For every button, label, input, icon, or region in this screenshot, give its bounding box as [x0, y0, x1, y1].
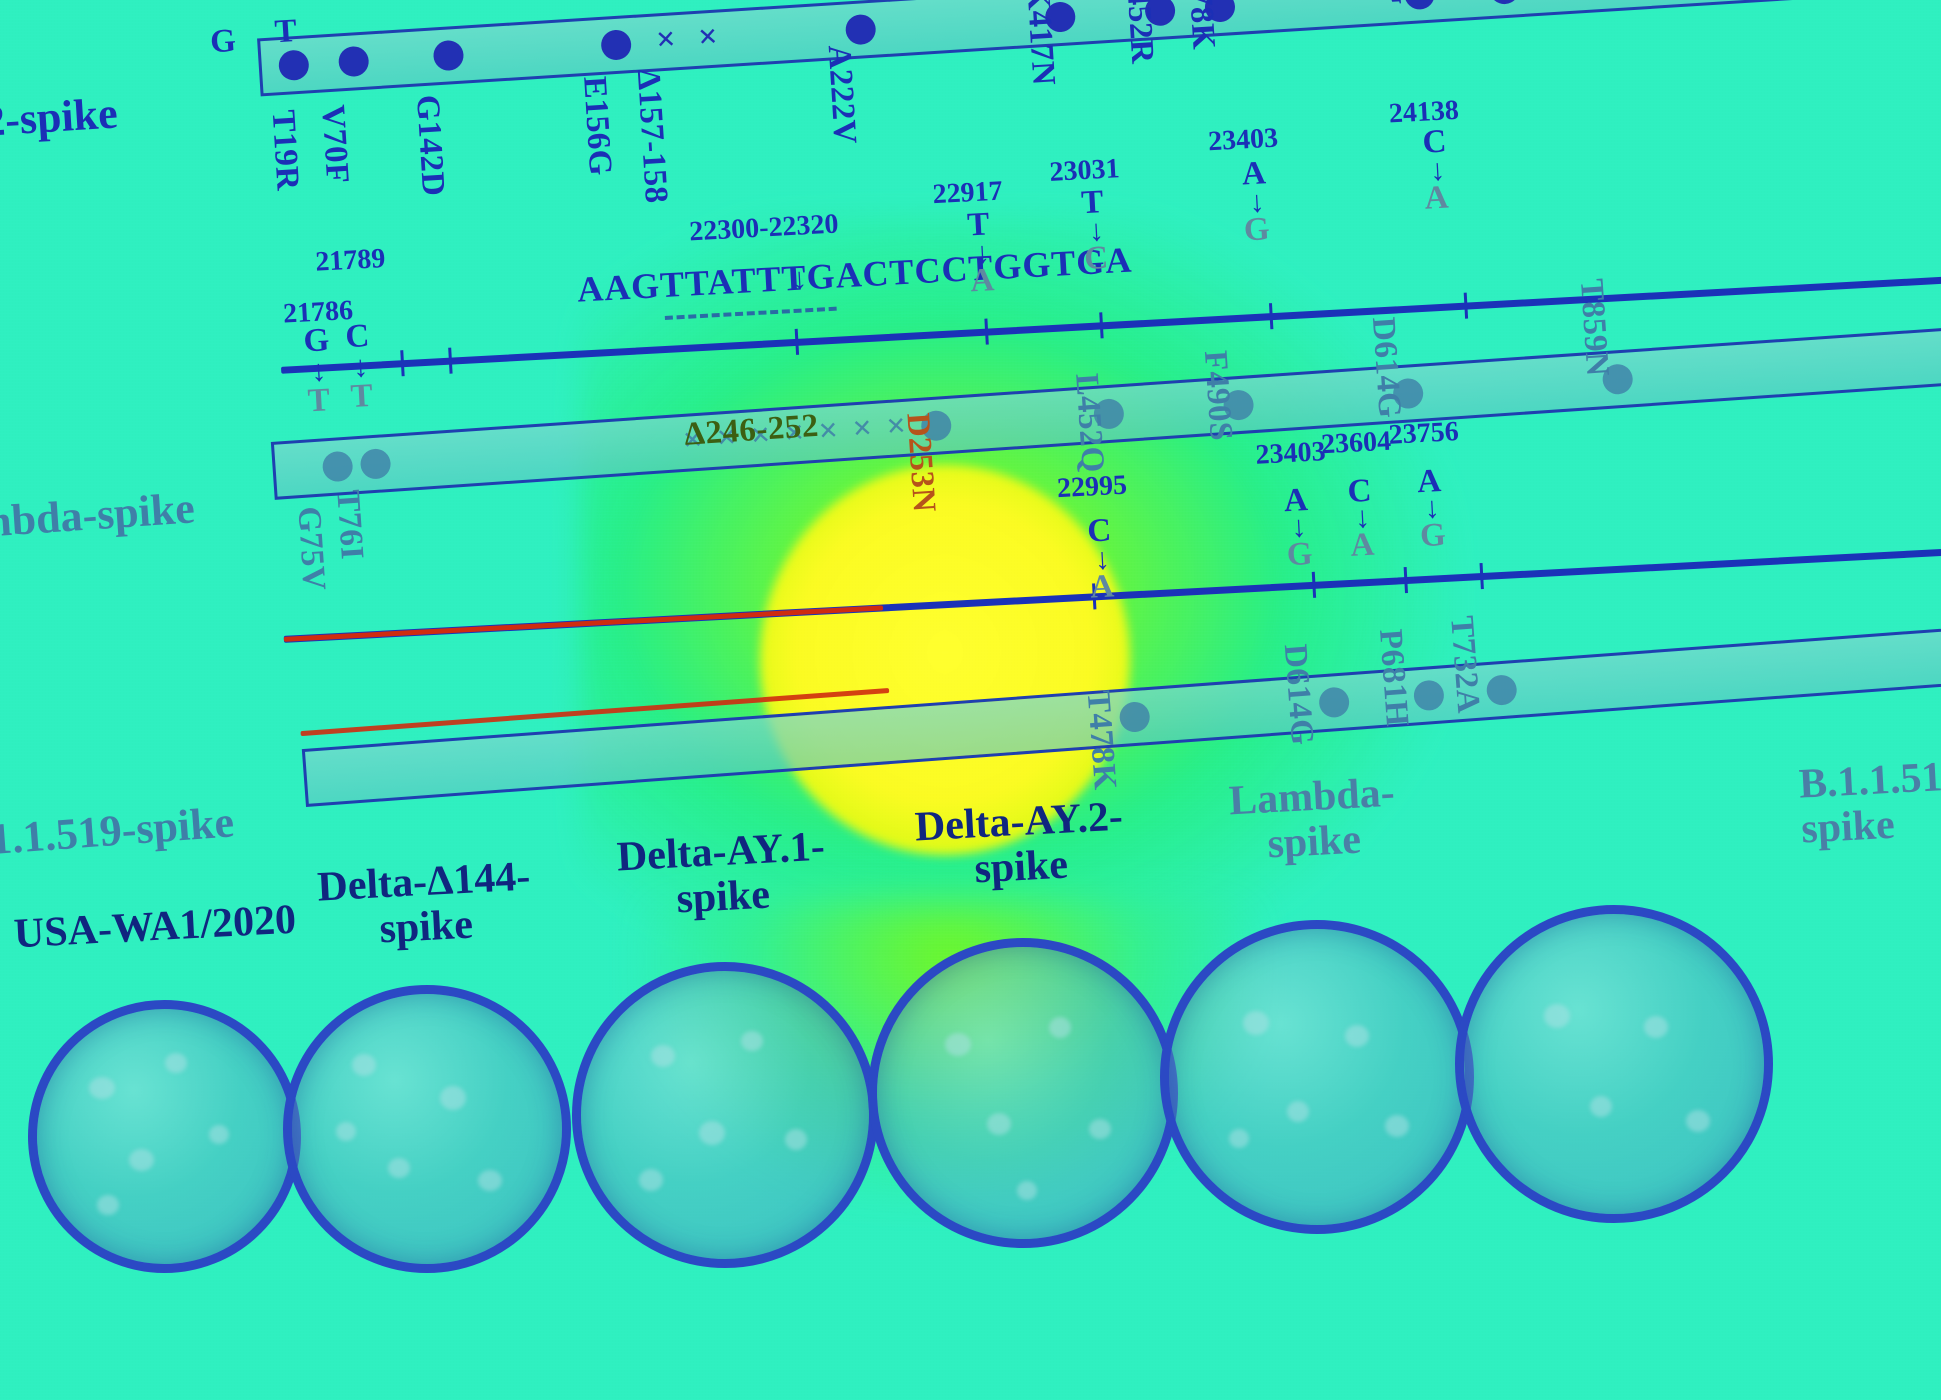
plaque-spot [89, 1077, 115, 1099]
plaque-spot [987, 1113, 1011, 1135]
plaque-spot [388, 1158, 410, 1178]
plaque-spot [1345, 1025, 1369, 1047]
plaque-spot [1544, 1004, 1570, 1028]
dish-label-b11519-spike: B.1.1.519- spike [1797, 752, 1941, 853]
plaque-spot [1049, 1017, 1071, 1038]
plaque-spot [945, 1033, 971, 1056]
plaque-spot [209, 1125, 229, 1144]
dish-label-delta-del144-spike: Delta-Δ144- spike [316, 853, 532, 952]
plaque-spot [336, 1122, 356, 1141]
plaque-spot [478, 1170, 502, 1191]
plaque-spot [651, 1045, 675, 1067]
dish-label-delta-ay1-spike: Delta-AY.1- spike [615, 823, 826, 922]
petri-dish-usa-wa1-2020[interactable] [28, 1000, 301, 1273]
background-yellow-core [760, 465, 1130, 855]
petri-dish-delta-ay1-spike[interactable] [572, 962, 878, 1268]
plaque-spot [699, 1121, 725, 1145]
plaque-spot [1229, 1129, 1249, 1148]
plaque-spot [352, 1054, 376, 1076]
plaque-spot [639, 1169, 663, 1191]
plaque-spot [165, 1053, 187, 1073]
petri-dish-delta-ay2-spike[interactable] [868, 938, 1178, 1248]
dish-label-lambda-spike: Lambda- spike [1227, 769, 1396, 867]
plaque-spot [1385, 1115, 1409, 1137]
plaque-spot [1686, 1110, 1710, 1132]
petri-dish-lambda-spike[interactable] [1160, 920, 1474, 1234]
plaque-spot [1590, 1096, 1612, 1117]
plaque-spot [741, 1031, 763, 1051]
plaque-spot [440, 1086, 466, 1110]
plaque-spot [97, 1195, 119, 1215]
plaque-spot [1644, 1016, 1668, 1038]
plaque-spot [1243, 1011, 1269, 1035]
dish-label-delta-ay2-spike: Delta-AY.2- spike [913, 793, 1124, 892]
dish-label-usa-wa1-2020: USA-WA1/2020 [12, 896, 298, 958]
petri-dish-delta-del144-spike[interactable] [283, 985, 571, 1273]
plaque-spot [1017, 1181, 1037, 1200]
petri-dish-b11519-spike[interactable] [1455, 905, 1773, 1223]
plaque-spot [1089, 1119, 1111, 1139]
plaque-spot [785, 1129, 807, 1150]
plaque-spot [129, 1149, 154, 1171]
plaque-spot [1287, 1101, 1309, 1122]
